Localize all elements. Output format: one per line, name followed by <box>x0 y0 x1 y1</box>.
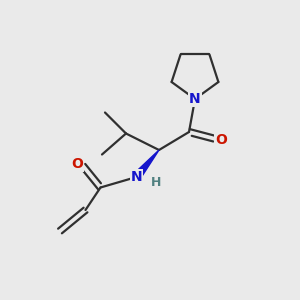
Text: O: O <box>215 133 227 146</box>
Text: H: H <box>151 176 161 189</box>
Polygon shape <box>133 150 159 180</box>
Text: N: N <box>189 92 201 106</box>
Text: N: N <box>131 170 142 184</box>
Text: O: O <box>71 157 83 170</box>
